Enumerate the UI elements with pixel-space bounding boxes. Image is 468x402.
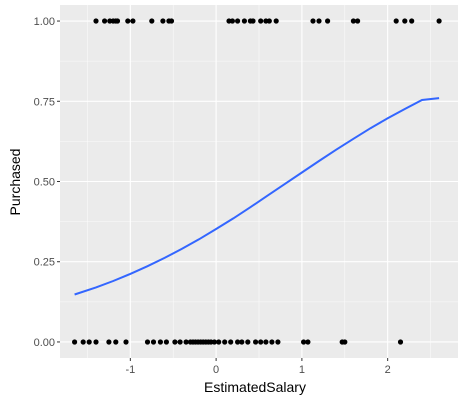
data-point [325,18,331,24]
data-point [245,339,251,345]
data-point [310,18,316,24]
data-point [301,339,307,345]
data-point [222,339,228,345]
data-point [86,339,92,345]
points-layer [72,18,442,345]
x-tick-label: 0 [213,364,219,376]
y-tick-label: 0.75 [34,96,55,108]
data-point [275,339,281,345]
data-point [168,18,175,24]
data-point [273,18,279,24]
data-point [253,339,259,345]
data-point [409,18,415,24]
data-point [258,339,264,345]
fit-layer [74,97,440,296]
data-point [160,18,166,24]
x-tick-label: -1 [125,364,135,376]
data-point [216,339,222,345]
data-point [239,339,245,345]
data-point [241,18,247,24]
data-point [316,18,322,24]
data-point [149,18,155,24]
data-point [123,339,129,345]
data-point [266,18,272,24]
data-point [250,18,256,24]
data-point [397,339,404,345]
data-point [228,339,234,345]
x-tick-label: 2 [385,364,391,376]
data-point [113,339,119,345]
data-point [393,18,399,24]
data-point [172,339,178,345]
data-point [211,339,217,345]
data-point [163,339,169,345]
data-point [263,339,269,345]
data-point [157,339,163,345]
data-point [342,339,348,345]
data-point [177,339,183,345]
y-tick-label: 1.00 [34,16,55,28]
data-point [305,339,311,345]
data-point [72,339,78,345]
data-point [125,18,131,24]
data-point [350,18,356,24]
data-point [80,339,86,345]
data-point [144,339,151,345]
y-tick-label: 0.00 [34,337,55,349]
data-point [93,18,99,24]
data-point [150,339,157,345]
fit-line [74,97,440,296]
data-point [183,339,189,345]
data-point [402,18,408,24]
data-point [235,18,241,24]
data-point [355,18,361,24]
x-tick-label: 1 [299,364,305,376]
data-point [102,18,108,24]
data-point [130,18,136,24]
data-point [436,18,442,24]
data-point [258,18,264,24]
y-axis: 0.00 0.25 0.50 0.75 1.00 [34,16,60,349]
y-axis-title: Purchased [7,149,23,216]
data-point [114,18,121,24]
data-point [229,18,235,24]
data-point [269,339,275,345]
data-point [93,339,99,345]
x-axis-title: EstimatedSalary [204,379,306,395]
y-tick-label: 0.25 [34,257,55,269]
data-point [106,339,112,345]
x-axis: -1 0 1 2 [125,358,391,376]
data-point [235,339,241,345]
y-tick-label: 0.50 [34,177,55,189]
